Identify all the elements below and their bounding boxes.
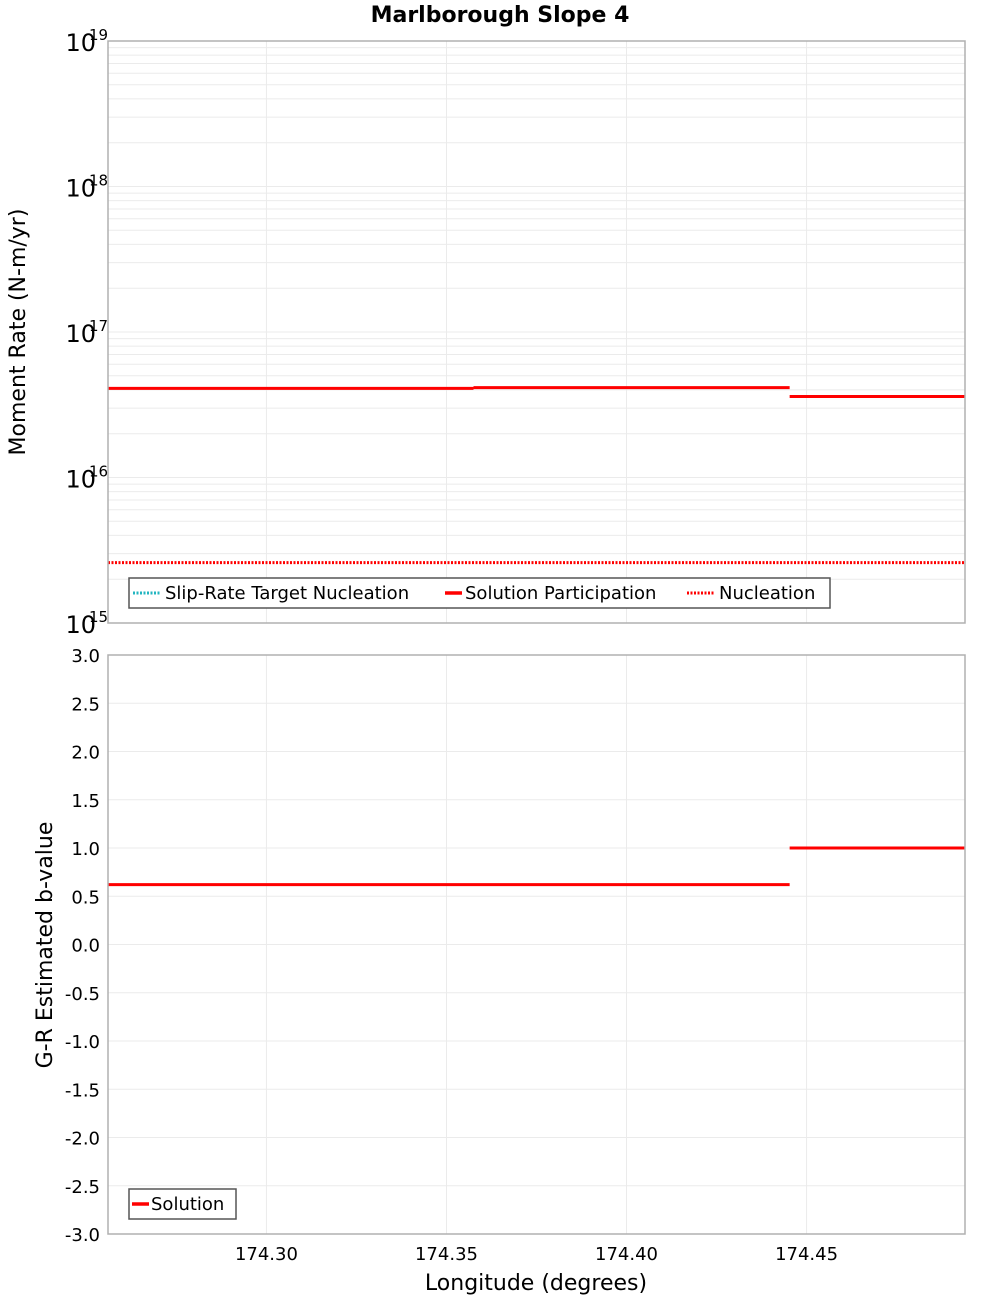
legend-item-slip-rate-target: Slip-Rate Target Nucleation bbox=[165, 583, 409, 604]
x-tick-label: 174.30 bbox=[235, 1244, 298, 1265]
legend-item-solution-participation: Solution Participation bbox=[465, 583, 656, 604]
y-tick-exponent: 15 bbox=[89, 608, 108, 626]
chart-canvas: Marlborough Slope 4 10191018101710161015… bbox=[0, 0, 1000, 1300]
y-tick-label: -1.5 bbox=[65, 1080, 100, 1101]
y-tick-label: 1.5 bbox=[71, 791, 100, 812]
bottom-y-axis-label: G-R Estimated b-value bbox=[33, 822, 58, 1069]
y-tick-label: -0.5 bbox=[65, 984, 100, 1005]
y-tick-label: -2.5 bbox=[65, 1177, 100, 1198]
y-tick-label: -3.0 bbox=[65, 1225, 100, 1246]
legend-item-solution: Solution bbox=[151, 1194, 224, 1215]
x-tick-label: 174.35 bbox=[415, 1244, 478, 1265]
top-legend: Slip-Rate Target Nucleation Solution Par… bbox=[129, 578, 830, 608]
y-tick-label: -1.0 bbox=[65, 1032, 100, 1053]
y-tick-label: -2.0 bbox=[65, 1129, 100, 1150]
x-tick-labels: 174.30 174.35 174.40 174.45 bbox=[235, 1244, 838, 1265]
y-tick-label: 3.0 bbox=[71, 646, 100, 667]
x-axis-label: Longitude (degrees) bbox=[425, 1271, 647, 1296]
x-tick-label: 174.45 bbox=[775, 1244, 838, 1265]
top-panel: 10191018101710161015 Moment Rate (N-m/yr… bbox=[6, 26, 965, 639]
bottom-legend: Solution bbox=[129, 1189, 236, 1219]
y-tick-label: 0.0 bbox=[71, 936, 100, 957]
y-tick-label: 0.5 bbox=[71, 887, 100, 908]
top-y-axis-label: Moment Rate (N-m/yr) bbox=[6, 209, 31, 456]
top-y-tick-labels: 10191018101710161015 bbox=[65, 26, 108, 639]
y-tick-exponent: 17 bbox=[89, 317, 108, 335]
y-tick-label: 2.0 bbox=[71, 743, 100, 764]
y-tick-label: 1.0 bbox=[71, 839, 100, 860]
y-tick-label: 2.5 bbox=[71, 694, 100, 715]
bottom-y-tick-labels: 3.0 2.5 2.0 1.5 1.0 0.5 0.0 -0.5 -1.0 -1.5 -2.0 -2.… bbox=[65, 646, 100, 1246]
chart-title: Marlborough Slope 4 bbox=[371, 3, 630, 28]
x-tick-label: 174.40 bbox=[595, 1244, 658, 1265]
legend-item-nucleation: Nucleation bbox=[719, 583, 815, 604]
y-tick-exponent: 16 bbox=[89, 463, 108, 481]
bottom-panel: 3.0 2.5 2.0 1.5 1.0 0.5 0.0 -0.5 -1.0 -1.5 -2.0 -2.… bbox=[33, 646, 965, 1246]
y-tick-exponent: 19 bbox=[89, 26, 108, 44]
y-tick-exponent: 18 bbox=[89, 172, 108, 190]
